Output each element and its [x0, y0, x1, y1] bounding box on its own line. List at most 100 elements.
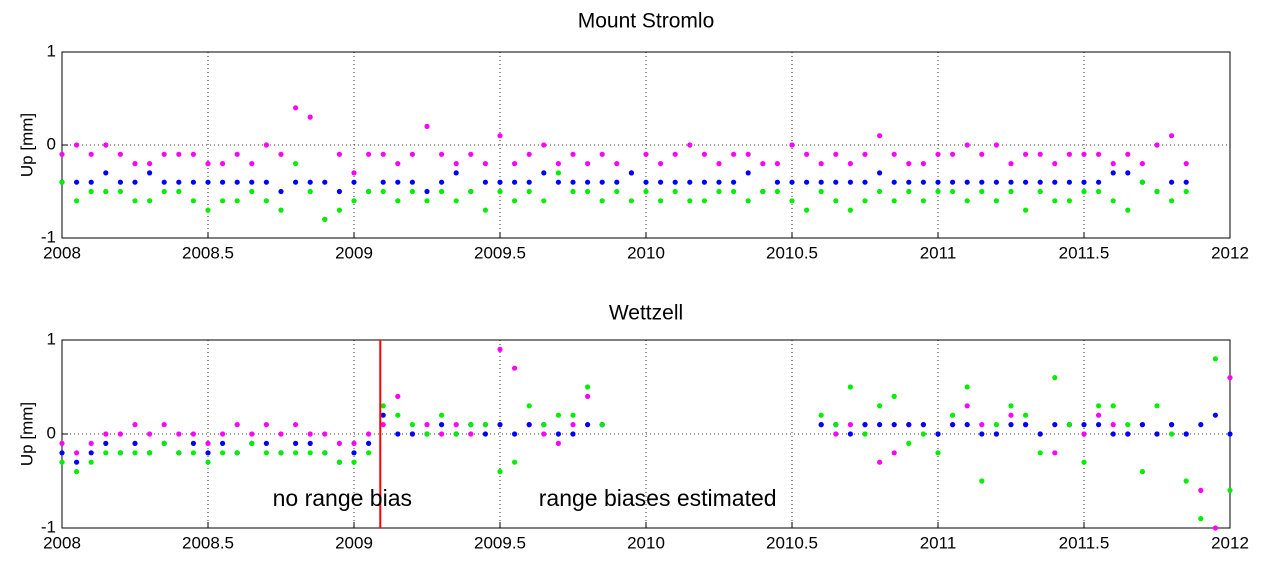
data-point [862, 151, 868, 157]
data-point [716, 179, 722, 185]
data-point [424, 431, 430, 437]
data-point [395, 198, 401, 204]
x-tick-label: 2008.5 [182, 243, 234, 262]
data-point [1081, 459, 1087, 465]
data-point [161, 188, 167, 195]
data-point [585, 384, 591, 390]
data-point [205, 459, 211, 465]
data-point [993, 142, 1000, 148]
data-point [614, 188, 620, 195]
y-tick-label: -1 [41, 517, 56, 536]
data-point [1052, 422, 1058, 428]
data-point [1110, 422, 1116, 428]
data-point [1037, 450, 1043, 456]
data-point [59, 450, 65, 456]
data-point [1139, 161, 1145, 167]
data-point [1066, 198, 1072, 204]
data-point [351, 179, 357, 185]
data-point [599, 198, 605, 204]
data-point [424, 198, 430, 204]
data-point [482, 422, 488, 428]
data-point [293, 450, 299, 456]
data-point [409, 431, 415, 437]
x-tick-label: 2011.5 [1059, 243, 1110, 262]
data-point [88, 179, 94, 185]
data-point [541, 142, 547, 148]
data-point [190, 151, 196, 157]
data-point [935, 188, 941, 195]
data-point [526, 403, 532, 409]
data-point [774, 179, 781, 185]
data-point [877, 188, 883, 195]
data-point [628, 170, 635, 176]
data-point [88, 459, 94, 465]
data-point [1096, 188, 1102, 195]
data-point [176, 431, 182, 437]
y-tick-label: 1 [47, 41, 56, 60]
data-point [103, 188, 109, 195]
data-point [555, 170, 562, 176]
data-point [278, 450, 284, 456]
data-point [1125, 431, 1131, 437]
data-point [307, 179, 313, 185]
data-point [526, 151, 532, 157]
data-point [59, 151, 65, 157]
data-point [847, 207, 854, 213]
data-point [322, 431, 328, 437]
data-point [322, 450, 328, 456]
data-point [424, 188, 430, 195]
data-point [818, 422, 824, 428]
data-point [439, 422, 445, 428]
data-point [891, 179, 897, 185]
data-point [1052, 198, 1058, 204]
data-point [103, 142, 109, 148]
data-point [906, 422, 912, 428]
data-point [672, 151, 678, 157]
data-point [249, 179, 255, 185]
data-point [176, 188, 182, 195]
data-point [103, 170, 109, 176]
data-point [1023, 151, 1029, 157]
data-point [585, 393, 591, 399]
data-point [1183, 179, 1189, 185]
data-point [380, 403, 386, 409]
x-tick-label: 2011 [920, 533, 957, 552]
data-point [687, 142, 693, 148]
data-point [366, 440, 372, 446]
data-point [935, 431, 941, 437]
data-point [570, 431, 576, 437]
data-point [950, 151, 956, 157]
data-point [117, 450, 123, 456]
chart-title: Mount Stromlo [578, 10, 715, 33]
data-point [731, 151, 737, 157]
data-point [263, 440, 269, 446]
data-point [293, 440, 299, 446]
data-point [147, 431, 153, 437]
data-point [847, 422, 854, 428]
data-point [147, 161, 153, 167]
data-point [877, 422, 883, 428]
data-point [1023, 422, 1029, 428]
data-point [132, 450, 138, 456]
data-point [687, 179, 693, 185]
data-point [351, 459, 357, 465]
data-point [906, 161, 912, 167]
data-point [891, 450, 897, 456]
data-point [701, 179, 708, 185]
data-point [59, 459, 65, 465]
data-point [117, 151, 123, 157]
data-point [351, 170, 357, 176]
data-point [366, 188, 372, 195]
data-point [1125, 151, 1131, 157]
data-point [234, 422, 240, 428]
data-point [176, 151, 182, 157]
data-point [950, 412, 956, 418]
data-point [877, 403, 883, 409]
data-point [1139, 469, 1145, 475]
data-point [1023, 412, 1029, 418]
data-point [731, 188, 737, 195]
y-axis-label: Up [mm] [17, 113, 36, 177]
data-point [482, 161, 488, 167]
data-point [570, 188, 576, 195]
data-point [1110, 198, 1116, 204]
